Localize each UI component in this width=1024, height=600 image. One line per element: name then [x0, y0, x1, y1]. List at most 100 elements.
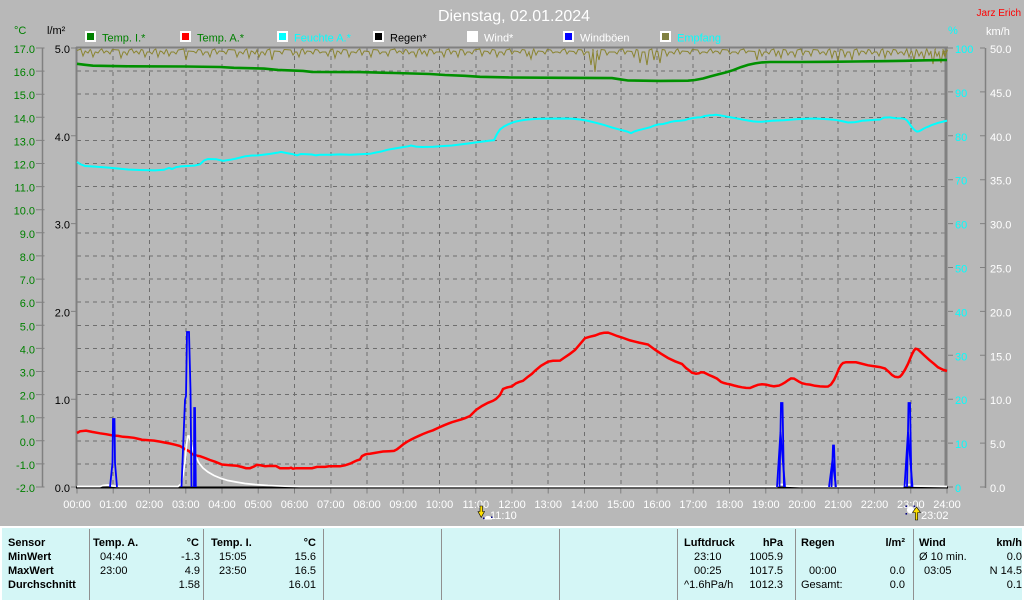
- svg-text:23:50: 23:50: [219, 565, 247, 577]
- svg-text:Temp. A.*: Temp. A.*: [197, 33, 245, 45]
- svg-text:Ø 10 min.: Ø 10 min.: [919, 551, 967, 563]
- svg-text:04:00: 04:00: [208, 499, 236, 511]
- svg-text:30: 30: [955, 351, 967, 363]
- svg-text:Gesamt:: Gesamt:: [801, 579, 843, 591]
- svg-text:08:00: 08:00: [353, 499, 381, 511]
- svg-text:15:05: 15:05: [219, 551, 247, 563]
- svg-text:100: 100: [955, 44, 973, 56]
- svg-text:50.0: 50.0: [990, 44, 1011, 56]
- svg-text:10.0: 10.0: [990, 395, 1011, 407]
- svg-text:l/m²: l/m²: [47, 25, 66, 37]
- svg-text:Temp. A.: Temp. A.: [93, 537, 138, 549]
- svg-text:24:00: 24:00: [933, 499, 961, 511]
- svg-text:16:00: 16:00: [643, 499, 671, 511]
- svg-text:80: 80: [955, 132, 967, 144]
- svg-text:Jarz Erich: Jarz Erich: [977, 8, 1021, 19]
- svg-text:15.0: 15.0: [990, 351, 1011, 363]
- svg-text:00:25: 00:25: [694, 565, 722, 577]
- svg-text:35.0: 35.0: [990, 176, 1011, 188]
- svg-text:15.6: 15.6: [295, 551, 316, 563]
- svg-text:km/h: km/h: [986, 26, 1010, 38]
- svg-text:23:10: 23:10: [694, 551, 722, 563]
- svg-text:18:00: 18:00: [716, 499, 744, 511]
- svg-text:45.0: 45.0: [990, 88, 1011, 100]
- svg-text:02:00: 02:00: [136, 499, 164, 511]
- svg-text:16.5: 16.5: [295, 565, 316, 577]
- svg-text:17:00: 17:00: [679, 499, 707, 511]
- svg-text:°C: °C: [304, 537, 316, 549]
- svg-text:1017.5: 1017.5: [749, 565, 783, 577]
- svg-text:Luftdruck: Luftdruck: [684, 537, 736, 549]
- svg-text:°C: °C: [14, 25, 26, 37]
- svg-text:Temp. I.: Temp. I.: [211, 537, 252, 549]
- svg-text:Regen: Regen: [801, 537, 835, 549]
- svg-text:Temp. I.*: Temp. I.*: [102, 33, 146, 45]
- svg-text:hPa: hPa: [763, 537, 784, 549]
- svg-text:11.0: 11.0: [14, 183, 35, 195]
- svg-text:3.0: 3.0: [20, 368, 35, 380]
- svg-text:0.0: 0.0: [1007, 551, 1022, 563]
- svg-text:13:00: 13:00: [534, 499, 562, 511]
- svg-text:0: 0: [955, 483, 961, 495]
- svg-text:MinWert: MinWert: [8, 551, 52, 563]
- svg-text:8.0: 8.0: [20, 252, 35, 264]
- svg-text:°C: °C: [187, 537, 199, 549]
- svg-text:Dienstag, 02.01.2024: Dienstag, 02.01.2024: [438, 8, 590, 25]
- svg-text:1.58: 1.58: [179, 579, 200, 591]
- svg-text:10:00: 10:00: [426, 499, 454, 511]
- svg-text:Windböen: Windböen: [580, 33, 630, 45]
- svg-text:1012.3: 1012.3: [749, 579, 783, 591]
- svg-text:0.0: 0.0: [55, 483, 70, 495]
- svg-text:40.0: 40.0: [990, 132, 1011, 144]
- svg-text:00:00: 00:00: [809, 565, 837, 577]
- svg-text:00:00: 00:00: [63, 499, 91, 511]
- svg-text:16.0: 16.0: [14, 67, 35, 79]
- svg-text:4.0: 4.0: [55, 132, 70, 144]
- svg-text:07:00: 07:00: [317, 499, 345, 511]
- svg-text:10: 10: [955, 439, 967, 451]
- svg-text:01:00: 01:00: [99, 499, 127, 511]
- svg-text:0.0: 0.0: [890, 565, 905, 577]
- svg-text:11:10: 11:10: [490, 510, 517, 522]
- svg-text:4.0: 4.0: [20, 344, 35, 356]
- svg-text:12:00: 12:00: [498, 499, 526, 511]
- svg-text:50: 50: [955, 264, 967, 276]
- svg-text:06:00: 06:00: [281, 499, 309, 511]
- svg-text:MaxWert: MaxWert: [8, 565, 54, 577]
- svg-text:20:00: 20:00: [788, 499, 816, 511]
- svg-text:11:00: 11:00: [462, 499, 489, 511]
- svg-text:19:00: 19:00: [752, 499, 780, 511]
- svg-text:-1.0: -1.0: [16, 460, 35, 472]
- svg-text:04:40: 04:40: [100, 551, 128, 563]
- svg-text:1005.9: 1005.9: [749, 551, 783, 563]
- svg-text:10.0: 10.0: [14, 206, 35, 218]
- svg-text:05:00: 05:00: [244, 499, 272, 511]
- svg-text:2.0: 2.0: [20, 391, 35, 403]
- svg-text:1.0: 1.0: [55, 395, 70, 407]
- svg-text:Wind*: Wind*: [484, 33, 514, 45]
- svg-text:13.0: 13.0: [14, 136, 35, 148]
- svg-text:6.0: 6.0: [20, 298, 35, 310]
- svg-text:22:00: 22:00: [861, 499, 889, 511]
- svg-text:Regen*: Regen*: [390, 33, 427, 45]
- svg-text:-2.0: -2.0: [16, 483, 35, 495]
- svg-text:5.0: 5.0: [55, 44, 70, 56]
- svg-text:5.0: 5.0: [20, 321, 35, 333]
- svg-text:40: 40: [955, 307, 967, 319]
- svg-text:0.1: 0.1: [1007, 579, 1022, 591]
- svg-text:09:00: 09:00: [389, 499, 417, 511]
- svg-text:N 14.5: N 14.5: [990, 565, 1022, 577]
- svg-text:20.0: 20.0: [990, 307, 1011, 319]
- svg-text:90: 90: [955, 88, 967, 100]
- svg-text:14:00: 14:00: [571, 499, 599, 511]
- svg-text:16.01: 16.01: [288, 579, 316, 591]
- svg-text:Empfang: Empfang: [677, 33, 721, 45]
- svg-text:15:00: 15:00: [607, 499, 635, 511]
- svg-text:Feuchte A.*: Feuchte A.*: [294, 33, 352, 45]
- svg-text:Durchschnitt: Durchschnitt: [8, 579, 76, 591]
- svg-text:Sensor: Sensor: [8, 537, 46, 549]
- svg-text:4.9: 4.9: [185, 565, 200, 577]
- svg-text:7.0: 7.0: [20, 275, 35, 287]
- svg-text:21:00: 21:00: [824, 499, 852, 511]
- svg-text:23:00: 23:00: [897, 499, 925, 511]
